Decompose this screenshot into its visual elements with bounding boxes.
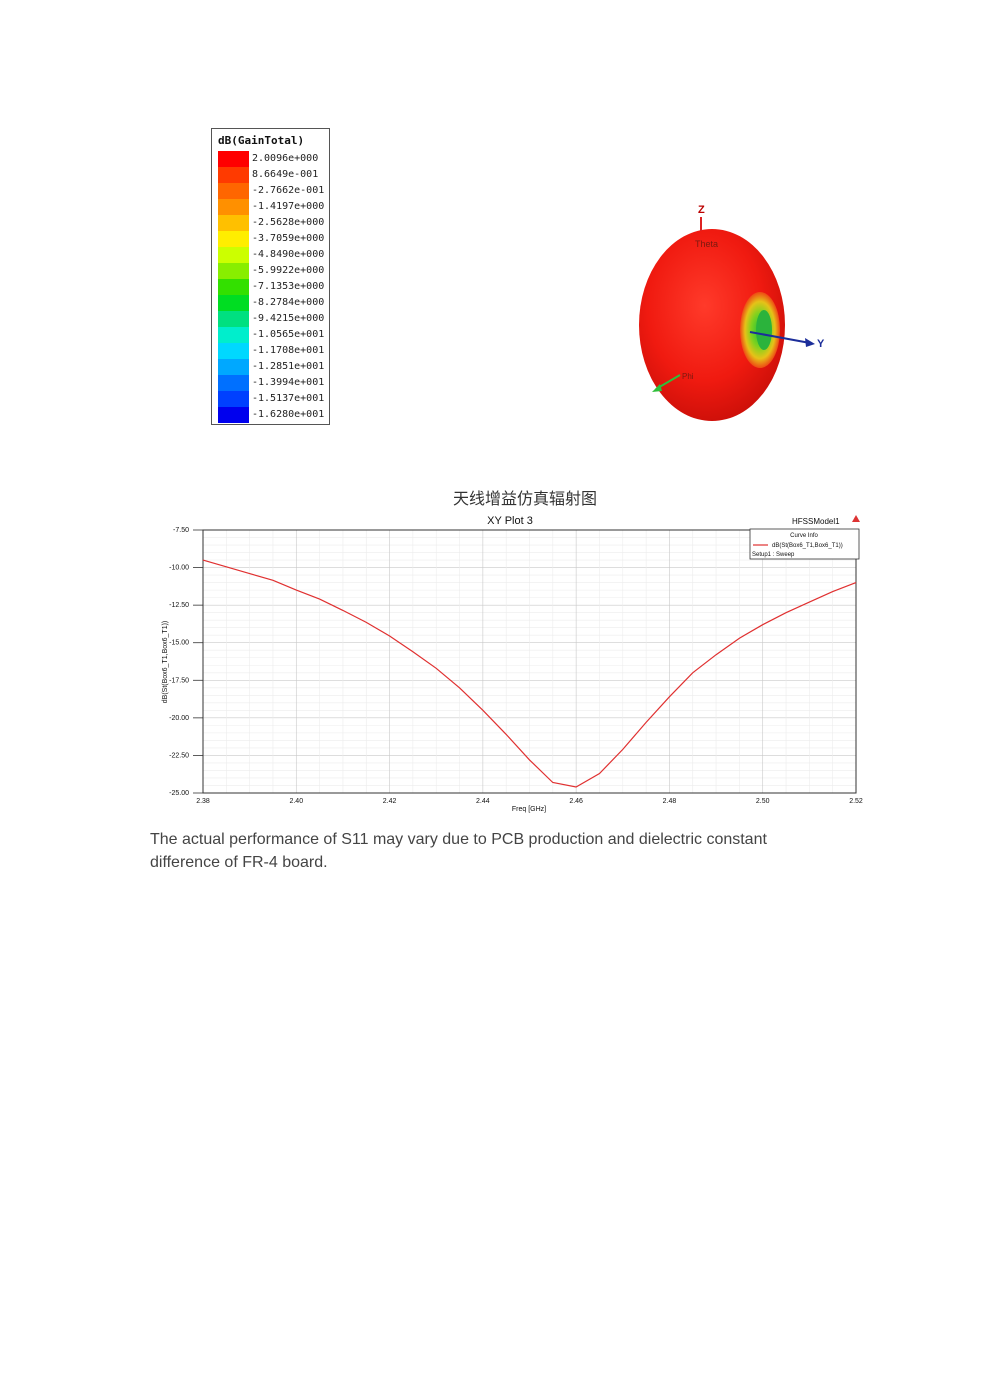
- legend-value: 8.6649e-001: [252, 169, 319, 180]
- legend-color-swatch: [218, 391, 249, 407]
- chart-model-label: HFSSModel1: [792, 517, 840, 526]
- legend-entry: -1.4197e+000: [218, 199, 328, 215]
- legend-color-swatch: [218, 231, 249, 247]
- legend-color-swatch: [218, 375, 249, 391]
- legend-entry: -5.9922e+000: [218, 263, 328, 279]
- x-tick-label: 2.44: [476, 798, 490, 805]
- legend-value: -1.4197e+000: [252, 201, 325, 212]
- y-tick-label: -25.00: [169, 790, 189, 797]
- y-tick-label: -20.00: [169, 715, 189, 722]
- phi-label: Phi: [682, 372, 694, 381]
- legend-value: -2.5628e+000: [252, 217, 325, 228]
- legend-entry: -1.0565e+001: [218, 327, 328, 343]
- legend-value: -1.6280e+001: [252, 409, 325, 420]
- series-line-s11: [202, 559, 857, 788]
- pattern-torus-body: [639, 229, 785, 421]
- curve-info-legend: Curve Info dB(St(Box6_T1,Box6_T1)) Setup…: [749, 528, 860, 560]
- chart-title: XY Plot 3: [487, 515, 533, 527]
- y-axis-label: Y: [817, 338, 825, 350]
- theta-label: Theta: [695, 239, 718, 249]
- legend-color-swatch: [218, 311, 249, 327]
- x-axis-title: Freq [GHz]: [512, 806, 546, 813]
- legend-entry: -1.2851e+001: [218, 359, 328, 375]
- x-axis-arrow-icon: [652, 384, 662, 392]
- x-tick-label: 2.40: [289, 798, 303, 805]
- radiation-pattern-3d: Z Theta Y Phi: [639, 204, 825, 421]
- x-tick-label: 2.42: [383, 798, 397, 805]
- legend-entry: 8.6649e-001: [218, 167, 328, 183]
- plot-frame: [202, 529, 857, 794]
- y-tick-label: -12.50: [169, 602, 189, 609]
- x-tick-label: 2.46: [569, 798, 583, 805]
- figure-caption: 天线增益仿真辐射图: [452, 489, 597, 508]
- legend-entry: -1.3994e+001: [218, 375, 328, 391]
- legend-value: -1.1708e+001: [252, 345, 325, 356]
- y-tick-label: -22.50: [169, 752, 189, 759]
- legend-color-swatch: [218, 359, 249, 375]
- legend-value: -2.7662e-001: [252, 185, 325, 196]
- y-axis-line: [749, 331, 811, 344]
- legend-entry: -7.1353e+000: [218, 279, 328, 295]
- legend-series-name: dB(St(Box6_T1,Box6_T1)): [772, 543, 843, 549]
- legend-entry: -1.6280e+001: [218, 407, 328, 423]
- x-tick-labels: 2.38 2.40 2.42 2.44 2.46 2.48 2.50 2.52: [196, 798, 863, 805]
- y-axis-arrow-icon: [805, 338, 815, 347]
- legend-header: Curve Info: [790, 533, 818, 539]
- legend-entry: -8.2784e+000: [218, 295, 328, 311]
- legend-color-swatch: [218, 151, 249, 167]
- legend-series-setup: Setup1 : Sweep: [752, 552, 795, 558]
- legend-entry: -9.4215e+000: [218, 311, 328, 327]
- x-tick-label: 2.38: [196, 798, 210, 805]
- legend-entry: 2.0096e+000: [218, 151, 328, 167]
- y-axis-title: dB(St(Box6_T1,Box6_T1)): [162, 621, 169, 703]
- performance-note: The actual performance of S11 may vary d…: [150, 831, 767, 871]
- legend-entry: -2.5628e+000: [218, 215, 328, 231]
- legend-entry: -1.1708e+001: [218, 343, 328, 359]
- pattern-torus-hole-core: [756, 310, 772, 350]
- legend-entry: -1.5137e+001: [218, 391, 328, 407]
- y-tick-label: -15.00: [169, 640, 189, 647]
- ansoft-logo-icon: [852, 515, 860, 522]
- chart-grid: [202, 529, 857, 794]
- legend-value: -9.4215e+000: [252, 313, 325, 324]
- y-tick-labels: -7.50 -10.00 -12.50 -15.00 -17.50 -20.00 -22.5…: [169, 527, 203, 797]
- legend-value: -5.9922e+000: [252, 265, 325, 276]
- legend-entry: -4.8490e+000: [218, 247, 328, 263]
- legend-color-swatch: [218, 247, 249, 263]
- y-tick-label: -17.50: [169, 677, 189, 684]
- x-tick-label: 2.50: [756, 798, 770, 805]
- legend-value: -1.5137e+001: [252, 393, 325, 404]
- legend-color-swatch: [218, 343, 249, 359]
- legend-color-swatch: [218, 327, 249, 343]
- x-tick-label: 2.52: [849, 798, 863, 805]
- legend-color-swatch: [218, 279, 249, 295]
- legend-entry: -2.7662e-001: [218, 183, 328, 199]
- legend-color-swatch: [218, 263, 249, 279]
- legend-color-swatch: [218, 199, 249, 215]
- s11-xy-plot: XY Plot 3 HFSSModel1 -7.50 -10.00 -12.50 -1…: [162, 515, 863, 813]
- legend-color-swatch: [218, 183, 249, 199]
- legend-color-swatch: [218, 215, 249, 231]
- legend-title: dB(GainTotal): [218, 134, 305, 147]
- gain-color-legend: dB(GainTotal) 2.0096e+000 8.6649e-001 -2.7…: [211, 128, 330, 425]
- legend-entry: -3.7059e+000: [218, 231, 328, 247]
- legend-color-swatch: [218, 407, 249, 423]
- legend-value: -1.0565e+001: [252, 329, 325, 340]
- legend-value: 2.0096e+000: [252, 153, 319, 164]
- legend-color-swatch: [218, 295, 249, 311]
- z-axis-label: Z: [698, 204, 705, 216]
- y-tick-label: -7.50: [173, 527, 189, 534]
- legend-value: -7.1353e+000: [252, 281, 325, 292]
- legend-value: -3.7059e+000: [252, 233, 325, 244]
- y-tick-label: -10.00: [169, 565, 189, 572]
- legend-value: -1.3994e+001: [252, 377, 325, 388]
- legend-value: -1.2851e+001: [252, 361, 325, 372]
- legend-value: -8.2784e+000: [252, 297, 325, 308]
- legend-color-swatch: [218, 167, 249, 183]
- legend-value: -4.8490e+000: [252, 249, 325, 260]
- x-tick-label: 2.48: [663, 798, 677, 805]
